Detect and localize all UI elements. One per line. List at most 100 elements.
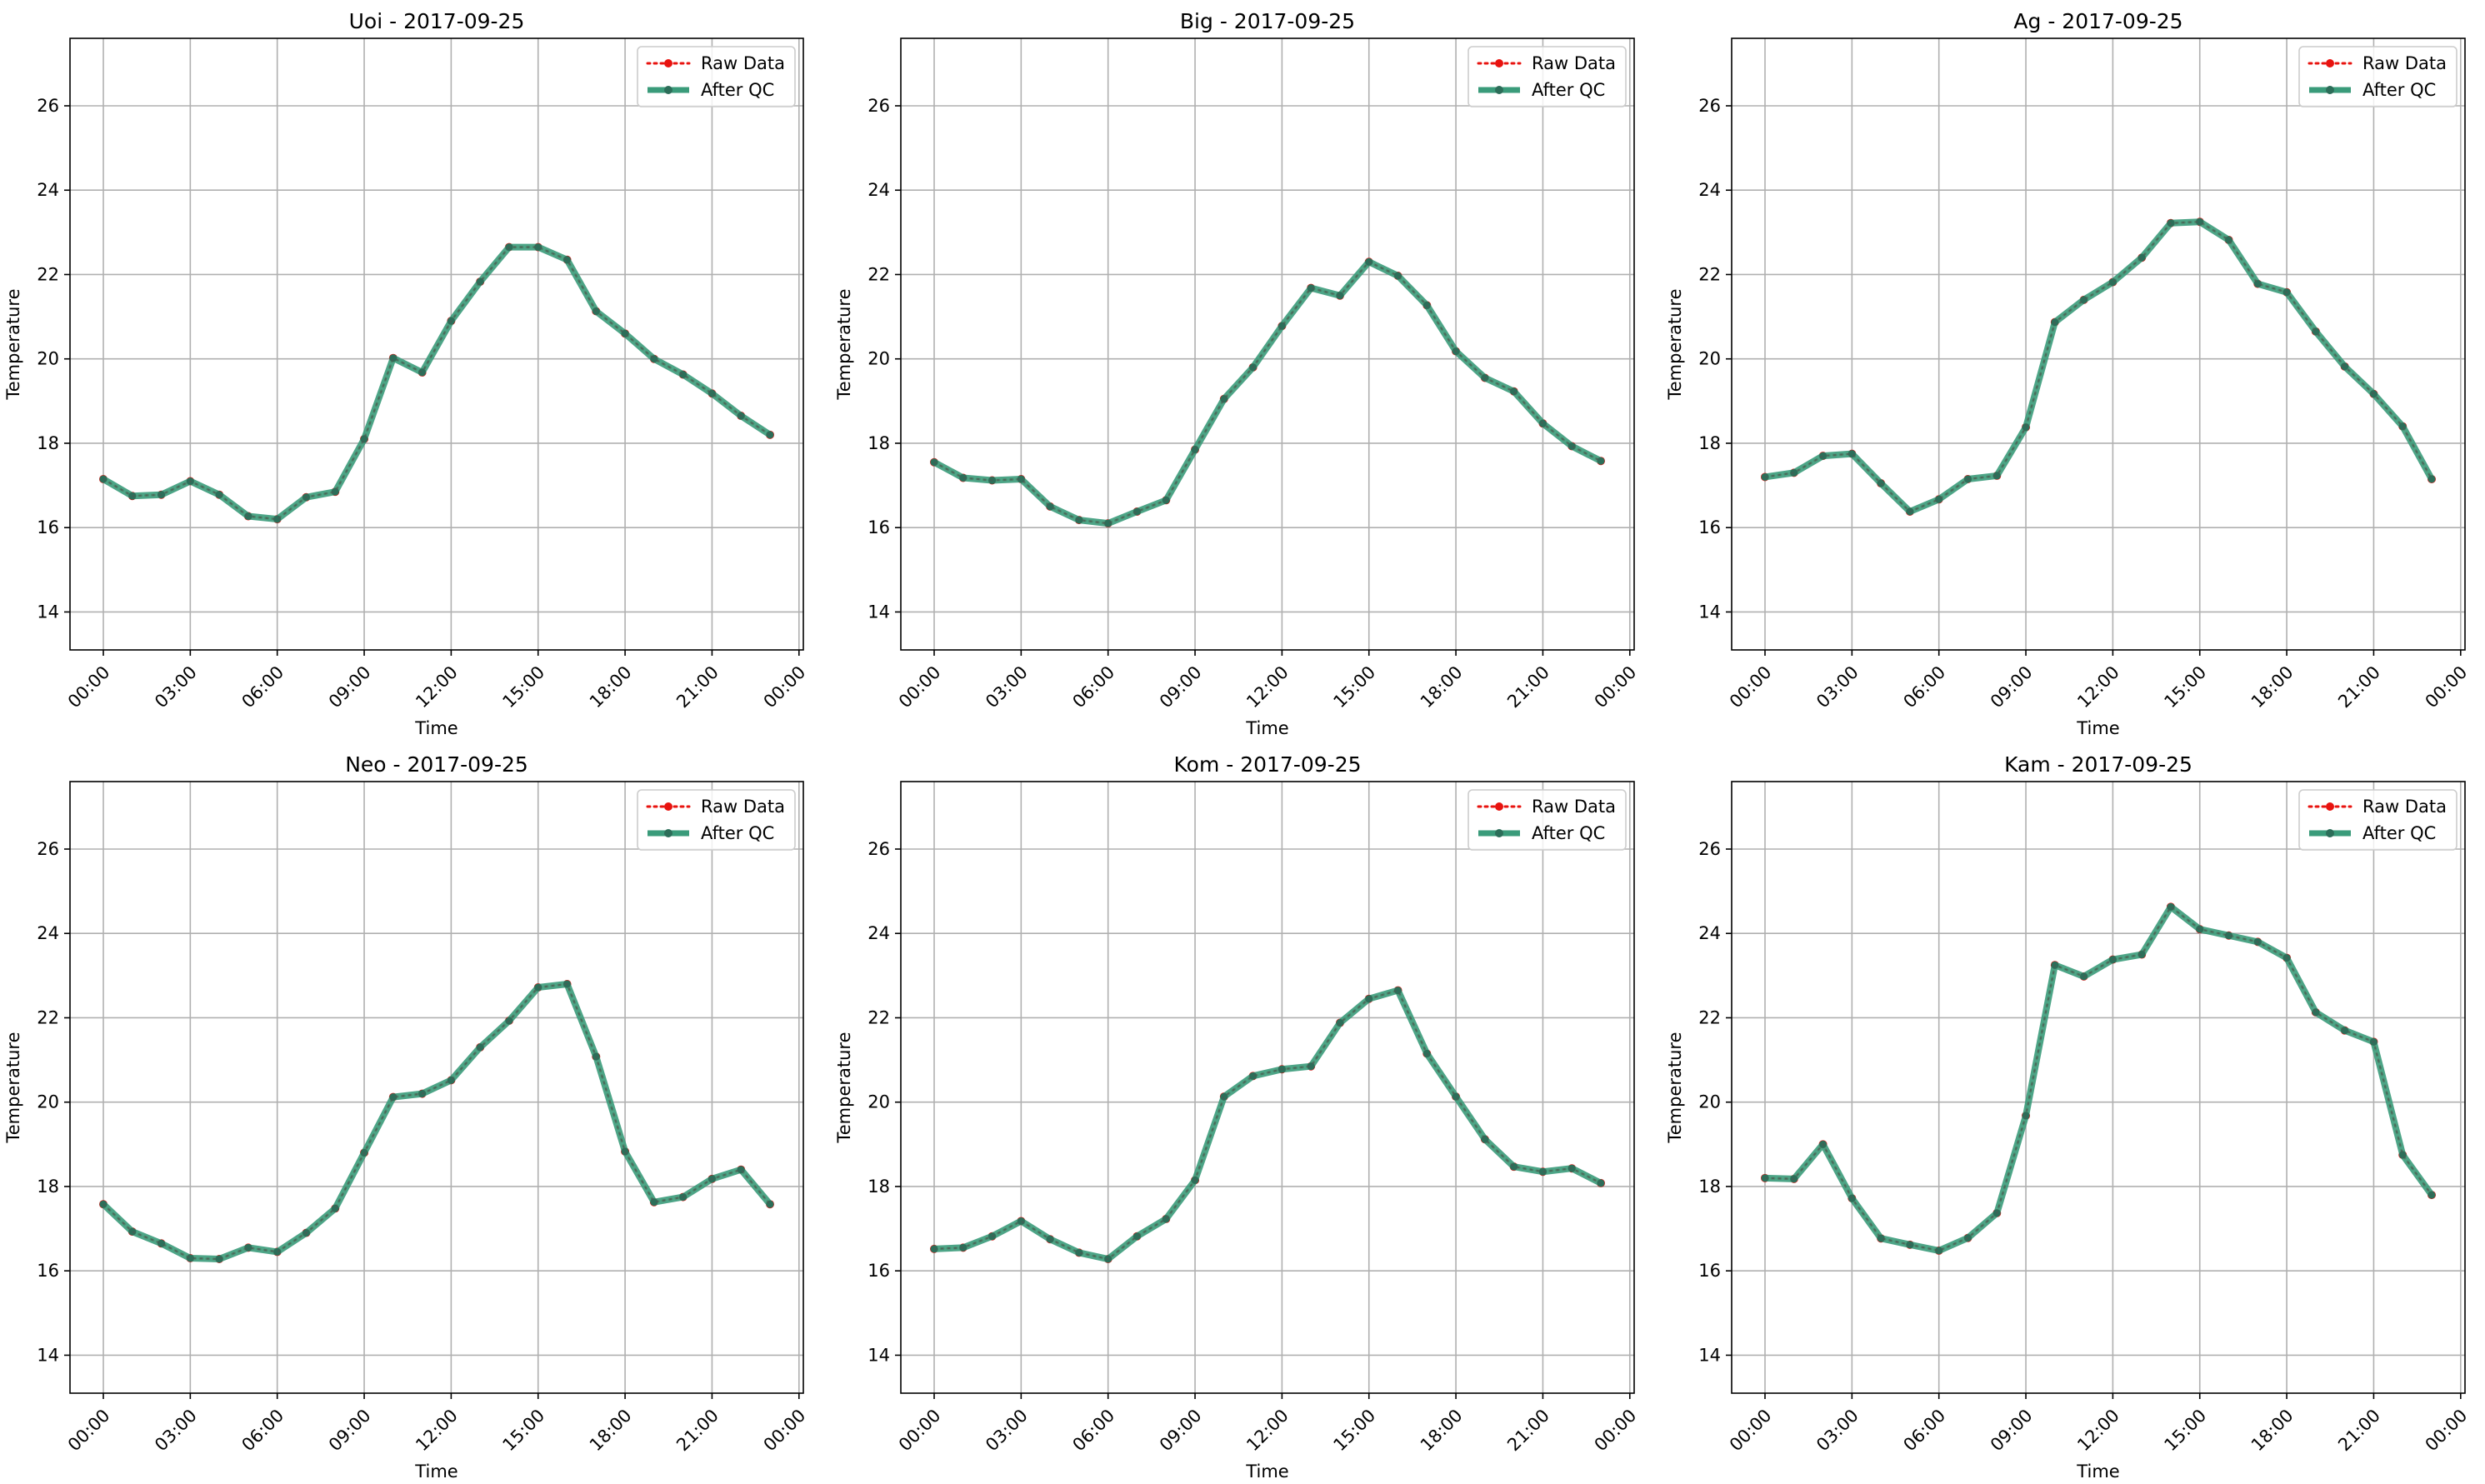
x-axis-label: Time: [2076, 718, 2119, 738]
y-axis-label: Temperature: [1665, 288, 1685, 400]
legend: Raw Data After QC: [1468, 789, 1627, 851]
x-tick-label: 03:00: [982, 1406, 1032, 1456]
legend: Raw Data After QC: [2298, 789, 2458, 851]
y-tick-label: 26: [868, 96, 890, 116]
y-tick-label: 20: [1698, 349, 1721, 369]
legend-label: After QC: [1532, 823, 1605, 843]
qc-data-line: [932, 258, 1602, 527]
legend-label: After QC: [2362, 823, 2436, 843]
qc-data-point: [1017, 1217, 1025, 1225]
qc-data-point: [959, 473, 968, 482]
legend-label: Raw Data: [1532, 797, 1616, 817]
qc-data-point: [389, 354, 398, 362]
qc-data-point: [99, 475, 108, 483]
qc-data-point: [158, 491, 166, 499]
qc-data-point: [1249, 1072, 1258, 1080]
x-tick-label: 03:00: [151, 1406, 201, 1456]
legend-qc-marker: [1495, 829, 1503, 837]
qc-data-point: [244, 512, 252, 521]
chart-panel: 00:00 03:00 06:00 09:00 12:00 15:00 18:00 21:00…: [1665, 9, 2471, 738]
x-tick-label: 03:00: [982, 662, 1032, 712]
x-tick-label: 06:00: [1899, 662, 1949, 712]
qc-data-point: [273, 1247, 282, 1256]
qc-data-point: [1394, 272, 1402, 280]
qc-data-point: [186, 1254, 194, 1262]
y-tick-label: 18: [1698, 433, 1721, 453]
x-tick-label: 12:00: [412, 662, 462, 712]
legend: Raw Data After QC: [637, 46, 796, 107]
qc-data-point: [1394, 987, 1402, 995]
y-tick-label: 26: [37, 839, 59, 859]
qc-data-point: [563, 256, 572, 264]
y-tick-label: 16: [1698, 1261, 1721, 1281]
qc-data-point: [1162, 1215, 1170, 1223]
y-tick-label: 26: [1698, 96, 1721, 116]
y-tick-label: 26: [37, 96, 59, 116]
legend-raw-marker: [2326, 59, 2334, 67]
qc-data-point: [2225, 932, 2233, 940]
x-tick-label: 00:00: [895, 662, 945, 712]
plot-area: [901, 782, 1634, 1393]
qc-data-point: [1538, 419, 1547, 427]
qc-data-point: [1075, 1248, 1083, 1257]
x-tick-label: 21:00: [1503, 1406, 1553, 1456]
y-tick-label: 14: [37, 602, 59, 622]
y-axis-label: Temperature: [834, 1032, 854, 1143]
qc-data-point: [1538, 1167, 1547, 1176]
qc-data-point: [766, 431, 774, 439]
qc-data-point: [1877, 479, 1885, 487]
y-tick-label: 22: [868, 264, 890, 284]
y-tick-label: 18: [1698, 1177, 1721, 1197]
y-tick-label: 16: [1698, 517, 1721, 537]
qc-data-point: [2428, 475, 2436, 483]
chart-title: Ag - 2017-09-25: [2013, 9, 2182, 33]
y-tick-label: 22: [37, 1007, 59, 1027]
chart-panel: 00:00 03:00 06:00 09:00 12:00 15:00 18:00 21:00…: [3, 9, 809, 738]
y-tick-label: 14: [1698, 1345, 1721, 1365]
x-tick-label: 12:00: [1242, 1406, 1292, 1456]
y-tick-label: 20: [37, 349, 59, 369]
chart-title: Kom - 2017-09-25: [1174, 752, 1362, 777]
x-tick-label: 06:00: [238, 1406, 288, 1456]
legend-qc-marker: [2326, 86, 2334, 94]
x-tick-label: 21:00: [672, 1406, 722, 1456]
raw-overlay-line: [1764, 905, 2432, 1252]
x-tick-label: 00:00: [760, 1406, 810, 1456]
y-tick-label: 20: [37, 1092, 59, 1112]
x-tick-label: 12:00: [2073, 1406, 2123, 1456]
qc-data-point: [534, 983, 542, 992]
qc-data-point: [1510, 1162, 1518, 1171]
x-tick-label: 09:00: [1156, 662, 1206, 712]
qc-data-point: [128, 1227, 137, 1236]
x-tick-label: 06:00: [1068, 662, 1118, 712]
x-tick-label: 09:00: [1987, 1406, 2037, 1456]
y-tick-label: 16: [868, 1261, 890, 1281]
x-tick-label: 18:00: [1417, 1406, 1467, 1456]
y-tick-label: 24: [868, 180, 890, 200]
qc-data-point: [621, 1147, 629, 1156]
chart-panel: 00:00 03:00 06:00 09:00 12:00 15:00 18:00 21:00…: [3, 752, 809, 1482]
axes-frame: [1731, 781, 2466, 1394]
axes-frame: [69, 37, 804, 651]
y-tick-label: 16: [37, 1261, 59, 1281]
legend-raw-marker: [2326, 802, 2334, 811]
x-axis-label: Time: [1245, 1462, 1288, 1482]
legend-raw-marker: [1495, 59, 1503, 67]
x-tick-label: 03:00: [1812, 1406, 1862, 1456]
legend-label: After QC: [701, 823, 774, 843]
x-axis-label: Time: [414, 1462, 458, 1482]
y-tick-label: 18: [37, 1177, 59, 1197]
x-axis-label: Time: [2076, 1462, 2119, 1482]
x-tick-label: 15:00: [2161, 662, 2211, 712]
y-axis-label: Temperature: [1665, 1032, 1685, 1143]
y-tick-label: 22: [1698, 264, 1721, 284]
qc-data-point: [158, 1239, 166, 1247]
legend-label: Raw Data: [701, 797, 785, 817]
qc-data-point: [244, 1243, 252, 1252]
qc-data-point: [1336, 1019, 1344, 1027]
x-tick-label: 21:00: [2334, 1406, 2384, 1456]
chart-title: Uoi - 2017-09-25: [349, 9, 525, 33]
qc-data-point: [2108, 278, 2117, 287]
legend-label: After QC: [701, 80, 774, 100]
